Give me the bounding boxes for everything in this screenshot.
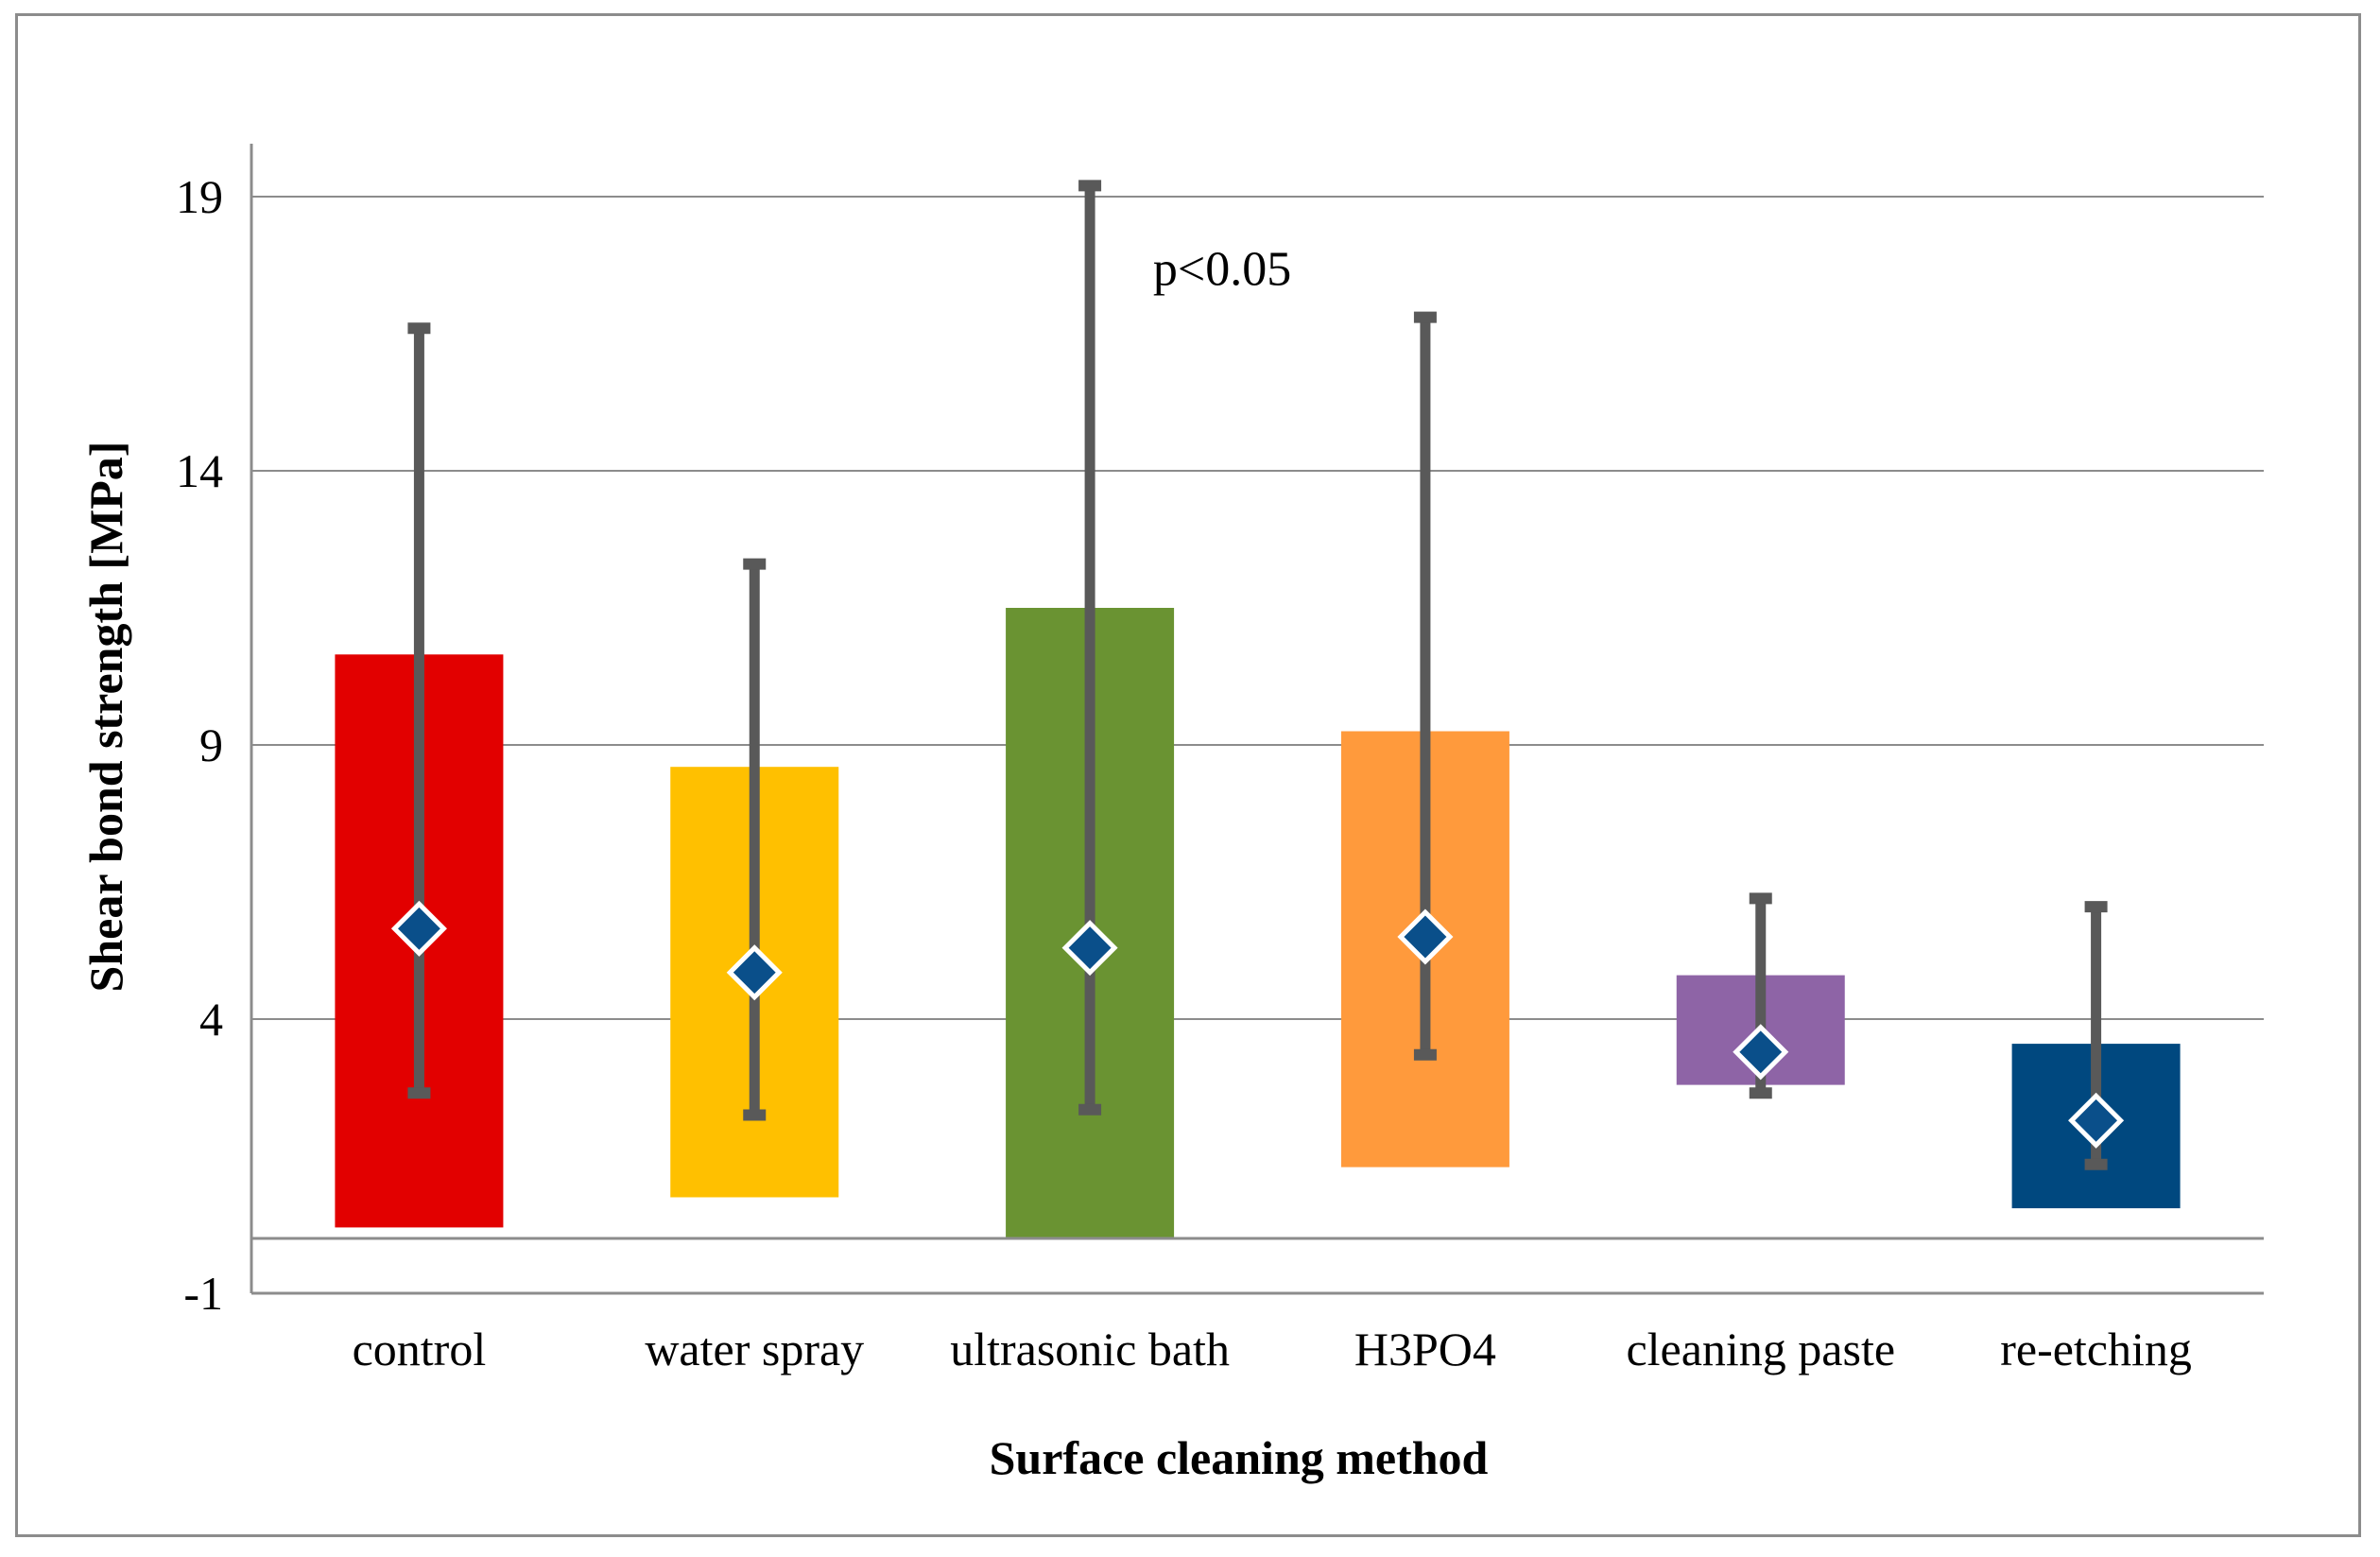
mean-marker-3 (1397, 908, 1454, 965)
y-tick-label-1: 4 (199, 993, 223, 1046)
significance-annotation: p<0.05 (1153, 242, 1291, 296)
y-tick-label-2: 9 (199, 718, 223, 771)
category-label-2: ultrasonic bath (950, 1323, 1230, 1375)
y-tick-label-4: 19 (176, 170, 223, 223)
category-label-5: re-etching (2000, 1323, 2192, 1375)
mean-marker-4 (1733, 1024, 1789, 1081)
category-labels: control water spray ultrasonic bath H3PO4 cl… (353, 1323, 2192, 1375)
mean-marker-2 (1061, 920, 1118, 977)
y-tick-label-0: -1 (183, 1267, 223, 1320)
category-label-3: H3PO4 (1354, 1323, 1496, 1375)
y-tick-label-3: 14 (176, 444, 223, 497)
category-label-0: control (353, 1323, 487, 1375)
y-tick-labels: -1 4 9 14 19 (176, 170, 223, 1320)
mean-markers (390, 900, 2125, 1149)
category-label-1: water spray (645, 1323, 864, 1375)
category-label-4: cleaning paste (1626, 1323, 1895, 1375)
mean-marker-0 (390, 900, 447, 957)
gridlines (251, 196, 2264, 1295)
mean-marker-1 (726, 944, 783, 1001)
x-axis-title: Surface cleaning method (990, 1431, 1489, 1484)
y-axis-title: Shear bond strength [MPa] (79, 441, 132, 993)
chart-svg: -1 4 9 14 19 control water spray ultrasonic ba… (79, 144, 2264, 1484)
chart-frame: -1 4 9 14 19 control water spray ultrasonic ba… (15, 13, 2361, 1537)
bars (335, 608, 2181, 1238)
whiskers (407, 180, 2108, 1170)
mean-marker-5 (2068, 1092, 2125, 1149)
